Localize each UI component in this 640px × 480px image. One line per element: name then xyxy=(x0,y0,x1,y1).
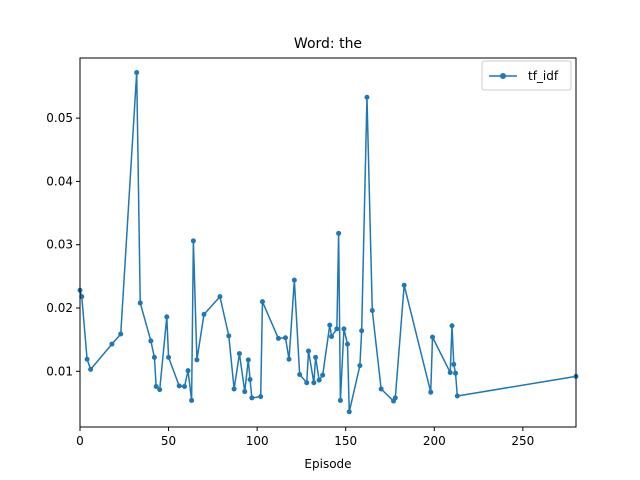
data-point xyxy=(337,397,343,403)
data-point xyxy=(454,393,460,399)
data-point xyxy=(201,311,207,317)
chart-title: Word: the xyxy=(294,36,362,52)
data-point xyxy=(153,383,159,389)
x-axis-label: Episode xyxy=(304,457,351,471)
data-point xyxy=(134,70,140,76)
axes-frame xyxy=(79,57,577,428)
data-point xyxy=(79,294,85,300)
y-tick-label: 0.04 xyxy=(46,174,73,188)
x-tick-label: 100 xyxy=(246,434,269,448)
data-point xyxy=(282,335,288,341)
data-point xyxy=(336,230,342,236)
legend: tf_idf xyxy=(481,60,572,91)
axes: 0 50 100 150 200 250 0.01 0.02 0.03 0.04 0.05 xyxy=(46,57,577,448)
data-point xyxy=(182,383,188,389)
data-point xyxy=(88,366,94,372)
series-line-tf_idf xyxy=(79,71,577,413)
data-point xyxy=(357,363,363,369)
data-point xyxy=(430,334,436,340)
plot-area xyxy=(77,70,579,415)
data-point xyxy=(166,354,172,360)
x-tick-label: 0 xyxy=(76,434,84,448)
x-tick-label: 150 xyxy=(334,434,357,448)
data-point xyxy=(247,377,253,383)
data-point xyxy=(449,323,455,329)
x-tick-label: 50 xyxy=(161,434,176,448)
data-point xyxy=(226,333,232,339)
y-tick-label: 0.03 xyxy=(46,238,73,252)
data-point xyxy=(190,238,196,244)
data-point xyxy=(217,294,223,300)
data-point xyxy=(259,299,265,305)
data-point xyxy=(297,371,303,377)
x-tick-label: 200 xyxy=(423,434,446,448)
y-tick-label: 0.05 xyxy=(46,111,73,125)
data-point xyxy=(341,326,347,332)
data-point xyxy=(231,386,237,392)
data-point xyxy=(401,282,407,288)
data-point xyxy=(185,368,191,374)
legend-label: tf_idf xyxy=(528,69,559,83)
data-point xyxy=(275,335,281,341)
data-point xyxy=(334,326,340,332)
data-point xyxy=(109,341,115,347)
data-point xyxy=(189,397,195,403)
x-tick-label: 250 xyxy=(511,434,534,448)
data-point xyxy=(291,277,297,283)
data-point xyxy=(304,380,310,386)
data-point xyxy=(378,386,384,392)
data-point xyxy=(453,370,459,376)
data-point xyxy=(137,300,143,306)
data-point xyxy=(249,395,255,401)
legend-marker xyxy=(500,73,506,79)
data-point xyxy=(364,94,370,100)
data-point xyxy=(84,356,90,362)
data-point xyxy=(157,387,163,393)
data-point xyxy=(151,354,157,360)
legend-box xyxy=(481,60,572,91)
data-point xyxy=(286,356,292,362)
data-point xyxy=(359,328,365,334)
data-point xyxy=(164,314,170,320)
data-point xyxy=(392,395,398,401)
data-point xyxy=(245,357,251,363)
data-point xyxy=(311,380,317,386)
data-point xyxy=(148,338,154,344)
data-point xyxy=(344,341,350,347)
data-point xyxy=(320,372,326,378)
data-point xyxy=(118,331,124,337)
data-point xyxy=(316,377,322,383)
data-point xyxy=(447,370,453,376)
y-tick-label: 0.02 xyxy=(46,301,73,315)
data-point xyxy=(327,322,333,328)
data-point xyxy=(242,389,248,395)
data-point xyxy=(258,394,264,400)
data-point xyxy=(313,354,319,360)
y-tick-label: 0.01 xyxy=(46,364,73,378)
data-point xyxy=(306,348,312,354)
data-point xyxy=(194,357,200,363)
data-point xyxy=(451,361,457,367)
data-point xyxy=(369,308,375,314)
data-point xyxy=(346,409,352,415)
data-point xyxy=(428,389,434,395)
data-point xyxy=(176,383,182,389)
data-point xyxy=(329,333,335,339)
data-point xyxy=(236,351,242,357)
